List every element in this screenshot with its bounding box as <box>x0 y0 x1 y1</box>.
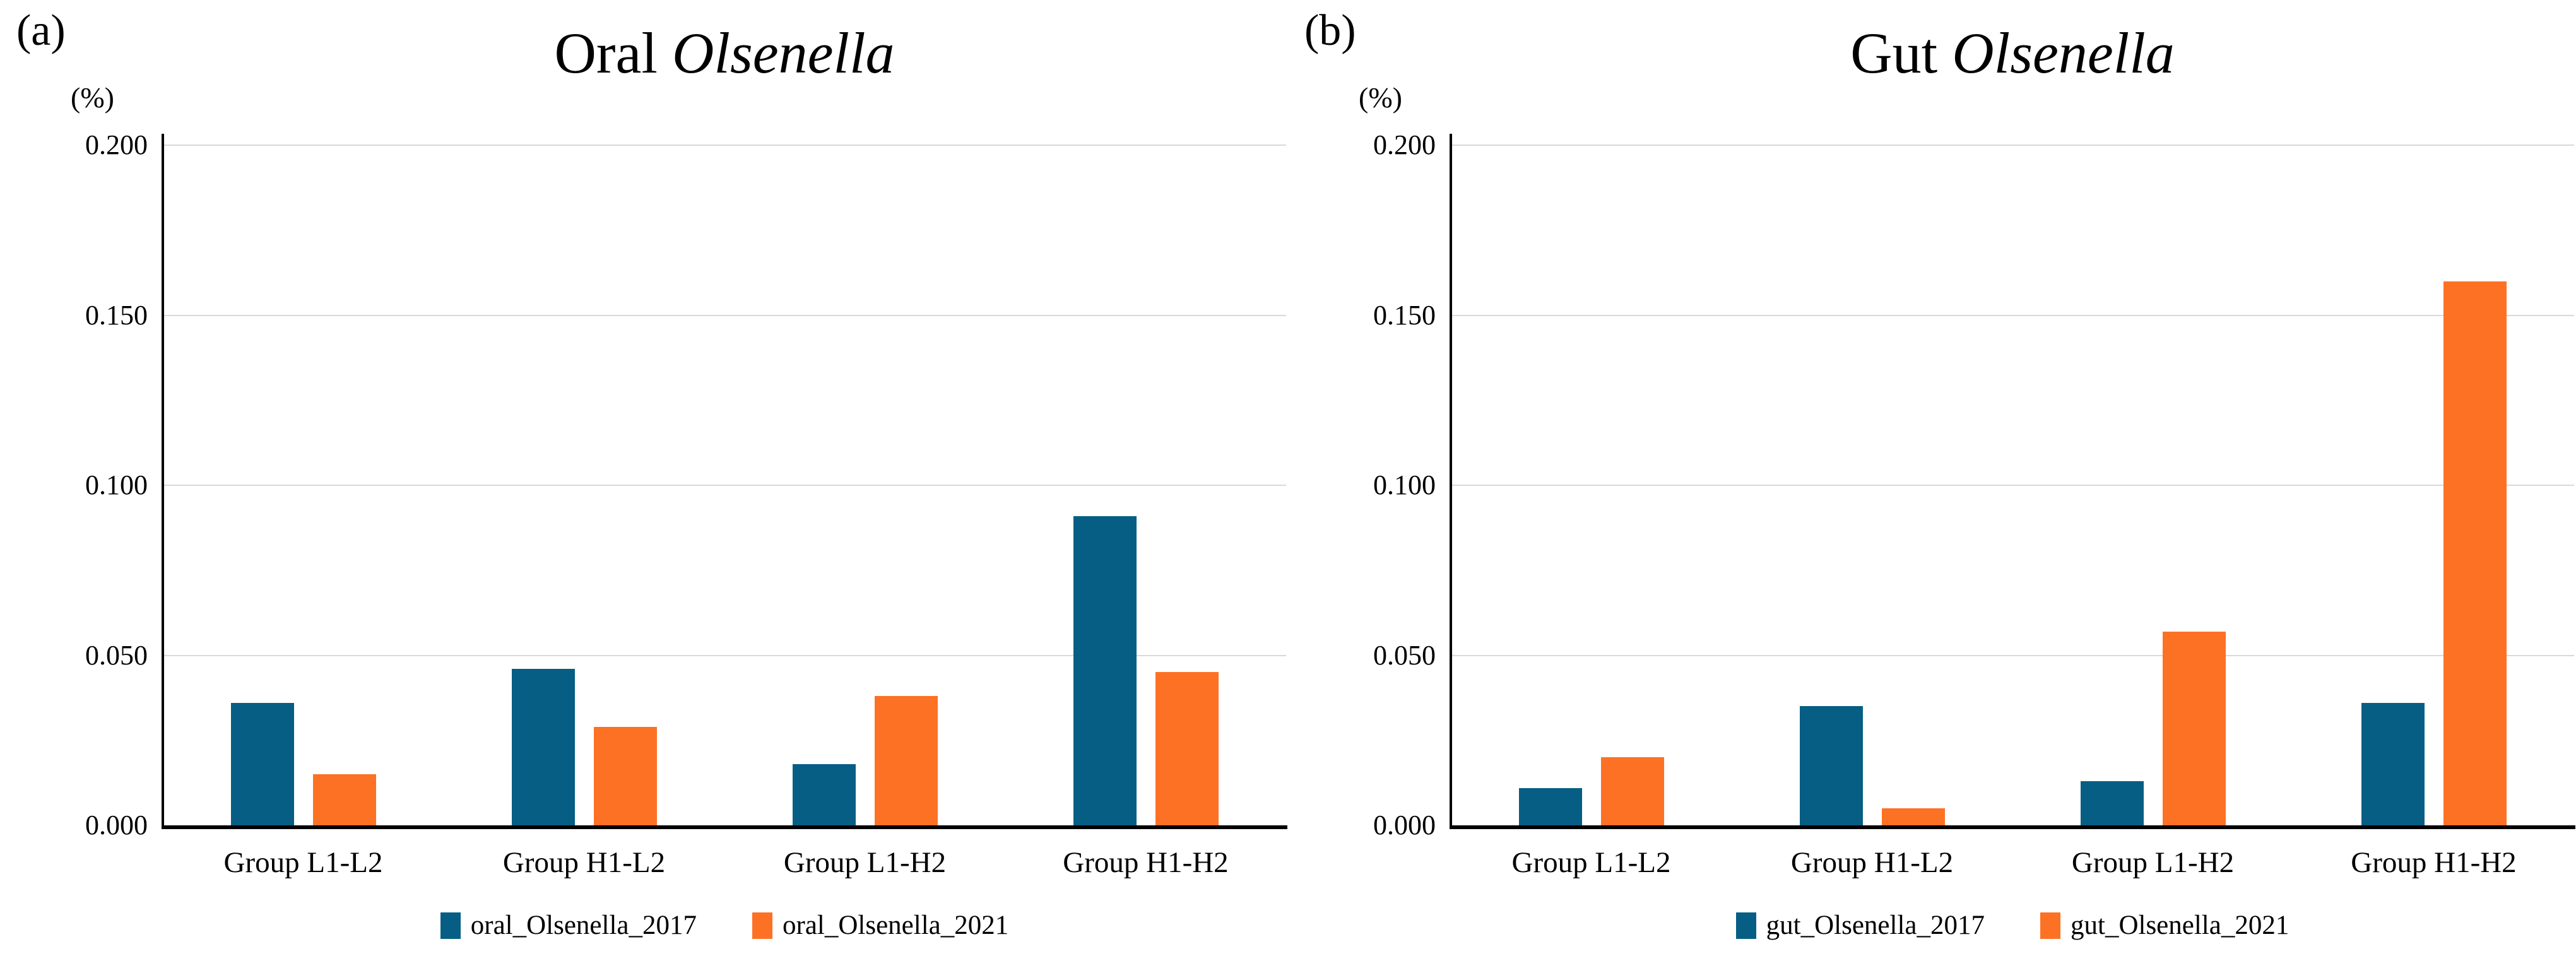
bar-group <box>444 145 724 825</box>
bar-oral_Olsenella_2017 <box>1073 516 1137 825</box>
x-category-label: Group H1-H2 <box>1063 846 1229 879</box>
gridline <box>163 144 1286 146</box>
y-tick-label: 0.150 <box>1373 299 1436 331</box>
chart-a-title-regular: Oral <box>554 21 658 85</box>
x-category-labels-b: Group L1-L2 Group H1-L2 Group L1-H2 Group H… <box>1451 846 2574 880</box>
chart-b-title: Gut Olsenella <box>1451 21 2574 85</box>
bar-group <box>163 145 444 825</box>
legend-item: gut_Olsenella_2021 <box>2040 910 2289 941</box>
legend-swatch <box>1735 912 1756 939</box>
panel-b-label: (b) <box>1304 6 1356 55</box>
legend-swatch <box>2040 912 2060 939</box>
bar-gut_Olsenella_2021 <box>2162 632 2226 825</box>
bar-oral_Olsenella_2017 <box>792 764 856 825</box>
y-tick-label: 0.100 <box>1373 469 1436 500</box>
x-category-label: Group H1-L2 <box>1790 846 1954 879</box>
legend-item: oral_Olsenella_2021 <box>752 910 1008 941</box>
y-tick-label: 0.150 <box>85 299 148 331</box>
chart-b-title-regular: Gut <box>1850 21 1938 85</box>
gridline <box>1451 144 2574 146</box>
y-tick-label: 0.000 <box>1373 810 1436 840</box>
legend-a: oral_Olsenella_2017 oral_Olsenella_2021 <box>163 910 1286 941</box>
plot-area-a <box>163 144 1286 825</box>
bars-a <box>163 145 1286 825</box>
legend-label: gut_Olsenella_2017 <box>1766 911 1985 940</box>
y-tick-label: 0.000 <box>85 810 148 840</box>
y-tick-label: 0.050 <box>1373 639 1436 671</box>
x-category-label: Group L1-L2 <box>1511 846 1671 879</box>
gridline <box>1451 314 2574 316</box>
bar-gut_Olsenella_2021 <box>1881 808 1945 825</box>
bar-group <box>2012 145 2293 825</box>
legend-b: gut_Olsenella_2017 gut_Olsenella_2021 <box>1451 910 2574 941</box>
x-axis-line-a <box>162 825 1287 829</box>
bar-oral_Olsenella_2021 <box>312 774 376 825</box>
legend-label: oral_Olsenella_2017 <box>470 911 697 940</box>
bar-oral_Olsenella_2021 <box>874 696 938 825</box>
legend-item: oral_Olsenella_2017 <box>440 910 697 941</box>
bar-oral_Olsenella_2021 <box>593 727 657 825</box>
panel-a-label: (a) <box>16 6 66 55</box>
y-axis-line-b <box>1450 134 1452 828</box>
y-tick-label: 0.200 <box>1373 129 1436 160</box>
panel-b: (b) Gut Olsenella (%) 0.200 0.150 0.100 0.0… <box>1288 0 2576 973</box>
chart-a-title-genus: Olsenella <box>671 21 895 85</box>
bar-gut_Olsenella_2021 <box>1600 757 1664 825</box>
chart-b-title-genus: Olsenella <box>1952 21 2175 85</box>
bar-group <box>724 145 1005 825</box>
y-axis-unit-label-a: (%) <box>71 81 114 114</box>
y-axis-line-a <box>162 134 164 828</box>
chart-a-title: Oral Olsenella <box>163 21 1286 85</box>
bar-gut_Olsenella_2017 <box>2080 781 2144 825</box>
bars-b <box>1451 145 2574 825</box>
x-category-label: Group L1-L2 <box>223 846 383 879</box>
bar-group <box>1732 145 2012 825</box>
legend-swatch <box>752 912 772 939</box>
x-category-label: Group H1-L2 <box>502 846 666 879</box>
gridline <box>163 314 1286 316</box>
y-tick-label: 0.200 <box>85 129 148 160</box>
panel-a: (a) Oral Olsenella (%) 0.200 0.150 0.100 0.… <box>16 6 1287 941</box>
bar-group <box>1451 145 1732 825</box>
y-axis-unit-label-b: (%) <box>1359 81 1402 114</box>
legend-label: oral_Olsenella_2021 <box>783 911 1009 940</box>
x-axis-line-b <box>1450 825 2575 829</box>
bar-gut_Olsenella_2017 <box>2361 703 2425 825</box>
bar-group <box>2293 145 2574 825</box>
bar-oral_Olsenella_2021 <box>1155 672 1219 825</box>
bar-oral_Olsenella_2017 <box>511 669 575 825</box>
legend-swatch <box>440 912 461 939</box>
bar-oral_Olsenella_2017 <box>230 703 294 825</box>
x-category-label: Group H1-H2 <box>2351 846 2517 879</box>
legend-item: gut_Olsenella_2017 <box>1735 910 1985 941</box>
y-tick-label: 0.100 <box>85 469 148 500</box>
gridline <box>163 654 1286 656</box>
gridline <box>1451 654 2574 656</box>
x-category-label: Group L1-H2 <box>783 846 947 879</box>
bar-gut_Olsenella_2021 <box>2443 281 2507 825</box>
gridline <box>163 485 1286 486</box>
x-category-label: Group L1-H2 <box>2071 846 2235 879</box>
bar-gut_Olsenella_2017 <box>1799 706 1863 825</box>
x-category-labels-a: Group L1-L2 Group H1-L2 Group L1-H2 Group H… <box>163 846 1286 880</box>
gridline <box>1451 485 2574 486</box>
bar-gut_Olsenella_2017 <box>1518 788 1582 825</box>
bar-group <box>1005 145 1286 825</box>
plot-area-b <box>1451 144 2574 825</box>
y-tick-label: 0.050 <box>85 639 148 671</box>
legend-label: gut_Olsenella_2021 <box>2071 911 2289 940</box>
